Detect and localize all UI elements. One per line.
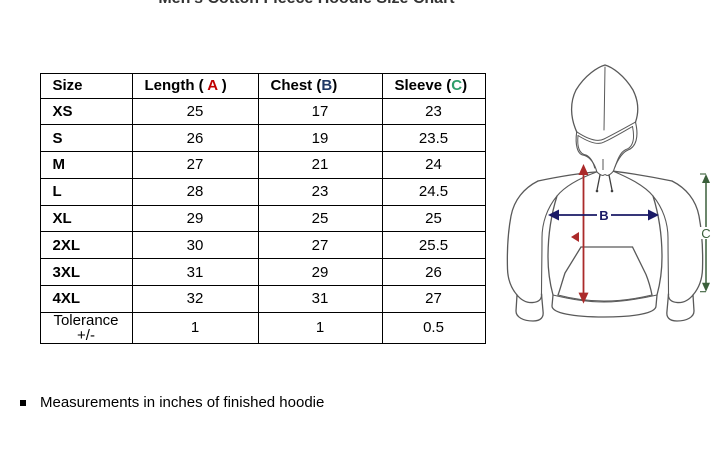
svg-text:C: C bbox=[701, 226, 710, 241]
svg-text:B: B bbox=[599, 208, 608, 223]
